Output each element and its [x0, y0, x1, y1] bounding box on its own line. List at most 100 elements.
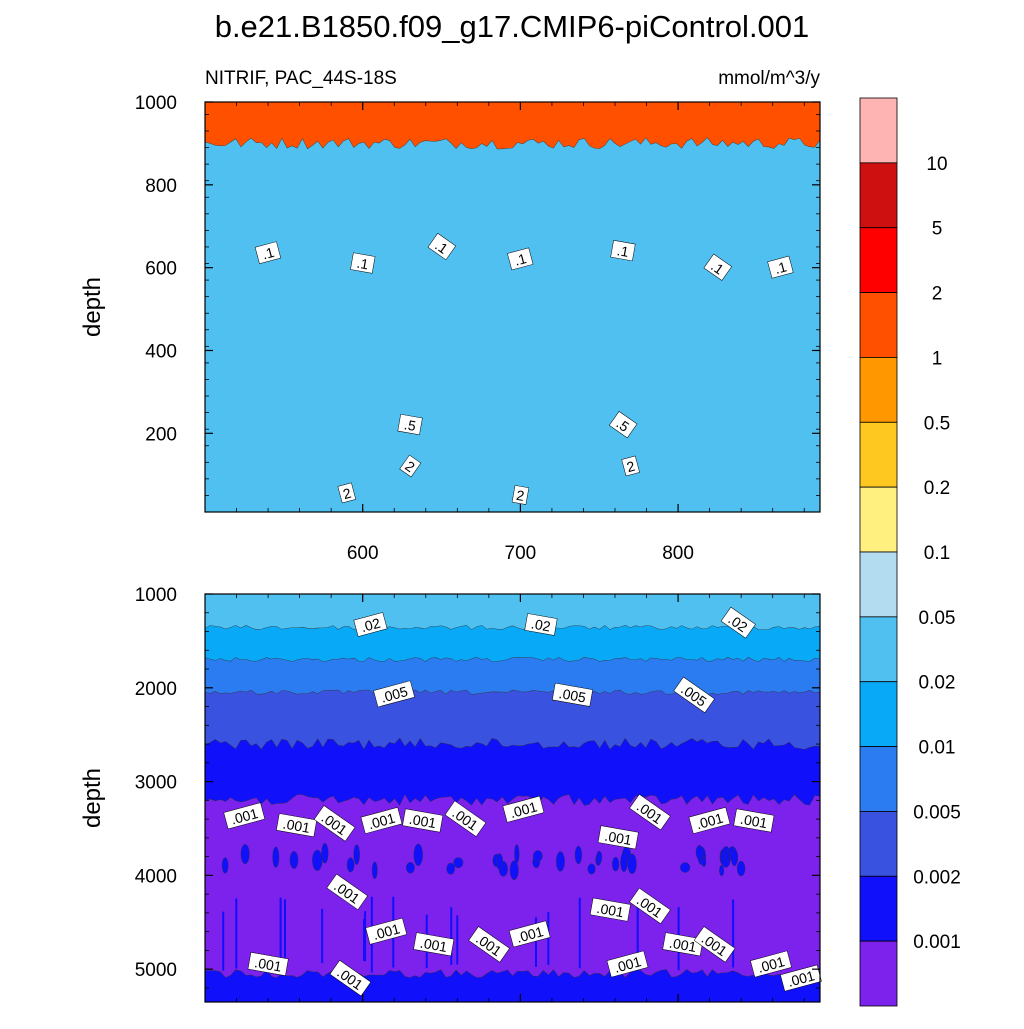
contour-label: .001 [276, 813, 318, 838]
plot-frame [204, 593, 821, 1003]
y-tick-label: 2000 [135, 679, 177, 700]
contour-label: .001 [365, 917, 408, 945]
contour-blob [453, 857, 464, 869]
svg-text:.001: .001 [786, 967, 817, 990]
x-tick-label: 600 [347, 543, 379, 564]
svg-text:2: 2 [515, 487, 526, 504]
colorbar-swatch [859, 162, 898, 229]
contour-blob [736, 860, 746, 877]
units-label: mmol/m^3/y [718, 68, 820, 89]
contour-label: .001 [589, 897, 631, 922]
svg-text:2: 2 [341, 485, 353, 503]
contour-blob [413, 843, 423, 866]
contour-label: .1 [350, 252, 376, 274]
colorbar-swatch [859, 940, 898, 1007]
svg-text:.001: .001 [253, 954, 283, 975]
contour-blob [509, 860, 519, 881]
svg-text:.001: .001 [229, 805, 260, 828]
contour-blob [730, 849, 739, 867]
contour-label: .1 [703, 253, 733, 281]
colorbar-label: 0.1 [924, 543, 950, 564]
svg-text:.02: .02 [359, 615, 382, 636]
contour-band [205, 657, 820, 695]
contour-label: .001 [360, 807, 403, 834]
y-tick-label: 1000 [135, 585, 177, 606]
colorbar-swatch [859, 875, 898, 942]
contour-label: .001 [223, 802, 266, 830]
y-tick-label: 4000 [135, 866, 177, 887]
svg-text:.1: .1 [616, 242, 630, 260]
contour-blob [596, 850, 603, 864]
y-tick-label: 200 [145, 424, 177, 445]
contour-band [205, 625, 820, 662]
variable-label: NITRIF, PAC_44S-18S [205, 68, 397, 89]
svg-text:.001: .001 [739, 811, 769, 832]
colorbar-label: 0.5 [924, 413, 950, 434]
colorbar-label: 10 [926, 154, 947, 175]
svg-text:.001: .001 [515, 923, 546, 946]
figure-title: b.e21.B1850.f09_g17.CMIP6-piControl.001 [215, 9, 810, 44]
colorbar-label: 0.005 [913, 802, 961, 823]
contour-label: .001 [688, 807, 731, 834]
colorbar-swatch [859, 811, 898, 877]
contour-band [205, 137, 820, 512]
contour-blob [272, 846, 280, 868]
y-tick-label: 600 [145, 259, 177, 280]
colorbar-swatch [859, 227, 898, 293]
contour-blob [556, 851, 565, 872]
svg-text:.001: .001 [603, 828, 633, 849]
contour-blob [574, 845, 583, 865]
contour-label: .02 [353, 612, 388, 637]
svg-text:.02: .02 [530, 615, 552, 634]
colorbar-swatch [859, 551, 898, 618]
contour-blob [723, 849, 730, 861]
contour-blob [312, 849, 323, 871]
svg-text:.001: .001 [371, 920, 402, 943]
contour-label: .001 [629, 793, 671, 831]
contour-label: .001 [247, 952, 289, 976]
colorbar-label: 0.2 [924, 478, 950, 499]
contour-blob [695, 845, 704, 860]
colorbar-label: 0.05 [919, 608, 956, 629]
contour-blob [496, 853, 504, 870]
contour-blob [514, 844, 520, 864]
plot-frame [204, 101, 821, 513]
colorbar-swatch [859, 616, 898, 683]
contour-label: .5 [608, 411, 638, 439]
colorbar-label: 0.001 [913, 932, 961, 953]
contour-label: .001 [629, 887, 671, 925]
y-tick-label: 400 [145, 341, 177, 362]
contour-blob [719, 864, 725, 877]
svg-text:.001: .001 [668, 935, 698, 956]
svg-text:.001: .001 [419, 935, 449, 956]
colorbar-swatch [859, 357, 898, 423]
contour-label: .001 [329, 959, 372, 997]
contour-label: .001 [733, 808, 775, 833]
colorbar-label: 0.01 [919, 738, 956, 759]
y-tick-label: 3000 [135, 773, 177, 794]
svg-text:.001: .001 [612, 953, 643, 976]
svg-text:.5: .5 [403, 416, 417, 434]
svg-text:.001: .001 [508, 798, 539, 821]
svg-text:.1: .1 [513, 250, 529, 269]
colorbar-label: 1 [932, 348, 943, 369]
contour-blob [371, 861, 378, 880]
colorbar-swatch [859, 421, 898, 488]
x-tick-label: 800 [662, 543, 694, 564]
contour-label: 2 [399, 454, 422, 478]
svg-text:.001: .001 [694, 810, 725, 833]
contour-blob [532, 850, 543, 862]
contour-blob [680, 862, 691, 873]
svg-text:2: 2 [625, 458, 637, 476]
colorbar-swatch [859, 292, 898, 358]
contour-label: .1 [610, 240, 636, 262]
contour-label: .1 [254, 241, 282, 265]
contour-blob [240, 844, 250, 865]
y-tick-label: 5000 [135, 960, 177, 981]
contour-blob [612, 856, 620, 872]
contour-blob [587, 863, 596, 875]
y-axis-label: depth [79, 768, 106, 828]
contour-blob [346, 857, 355, 873]
